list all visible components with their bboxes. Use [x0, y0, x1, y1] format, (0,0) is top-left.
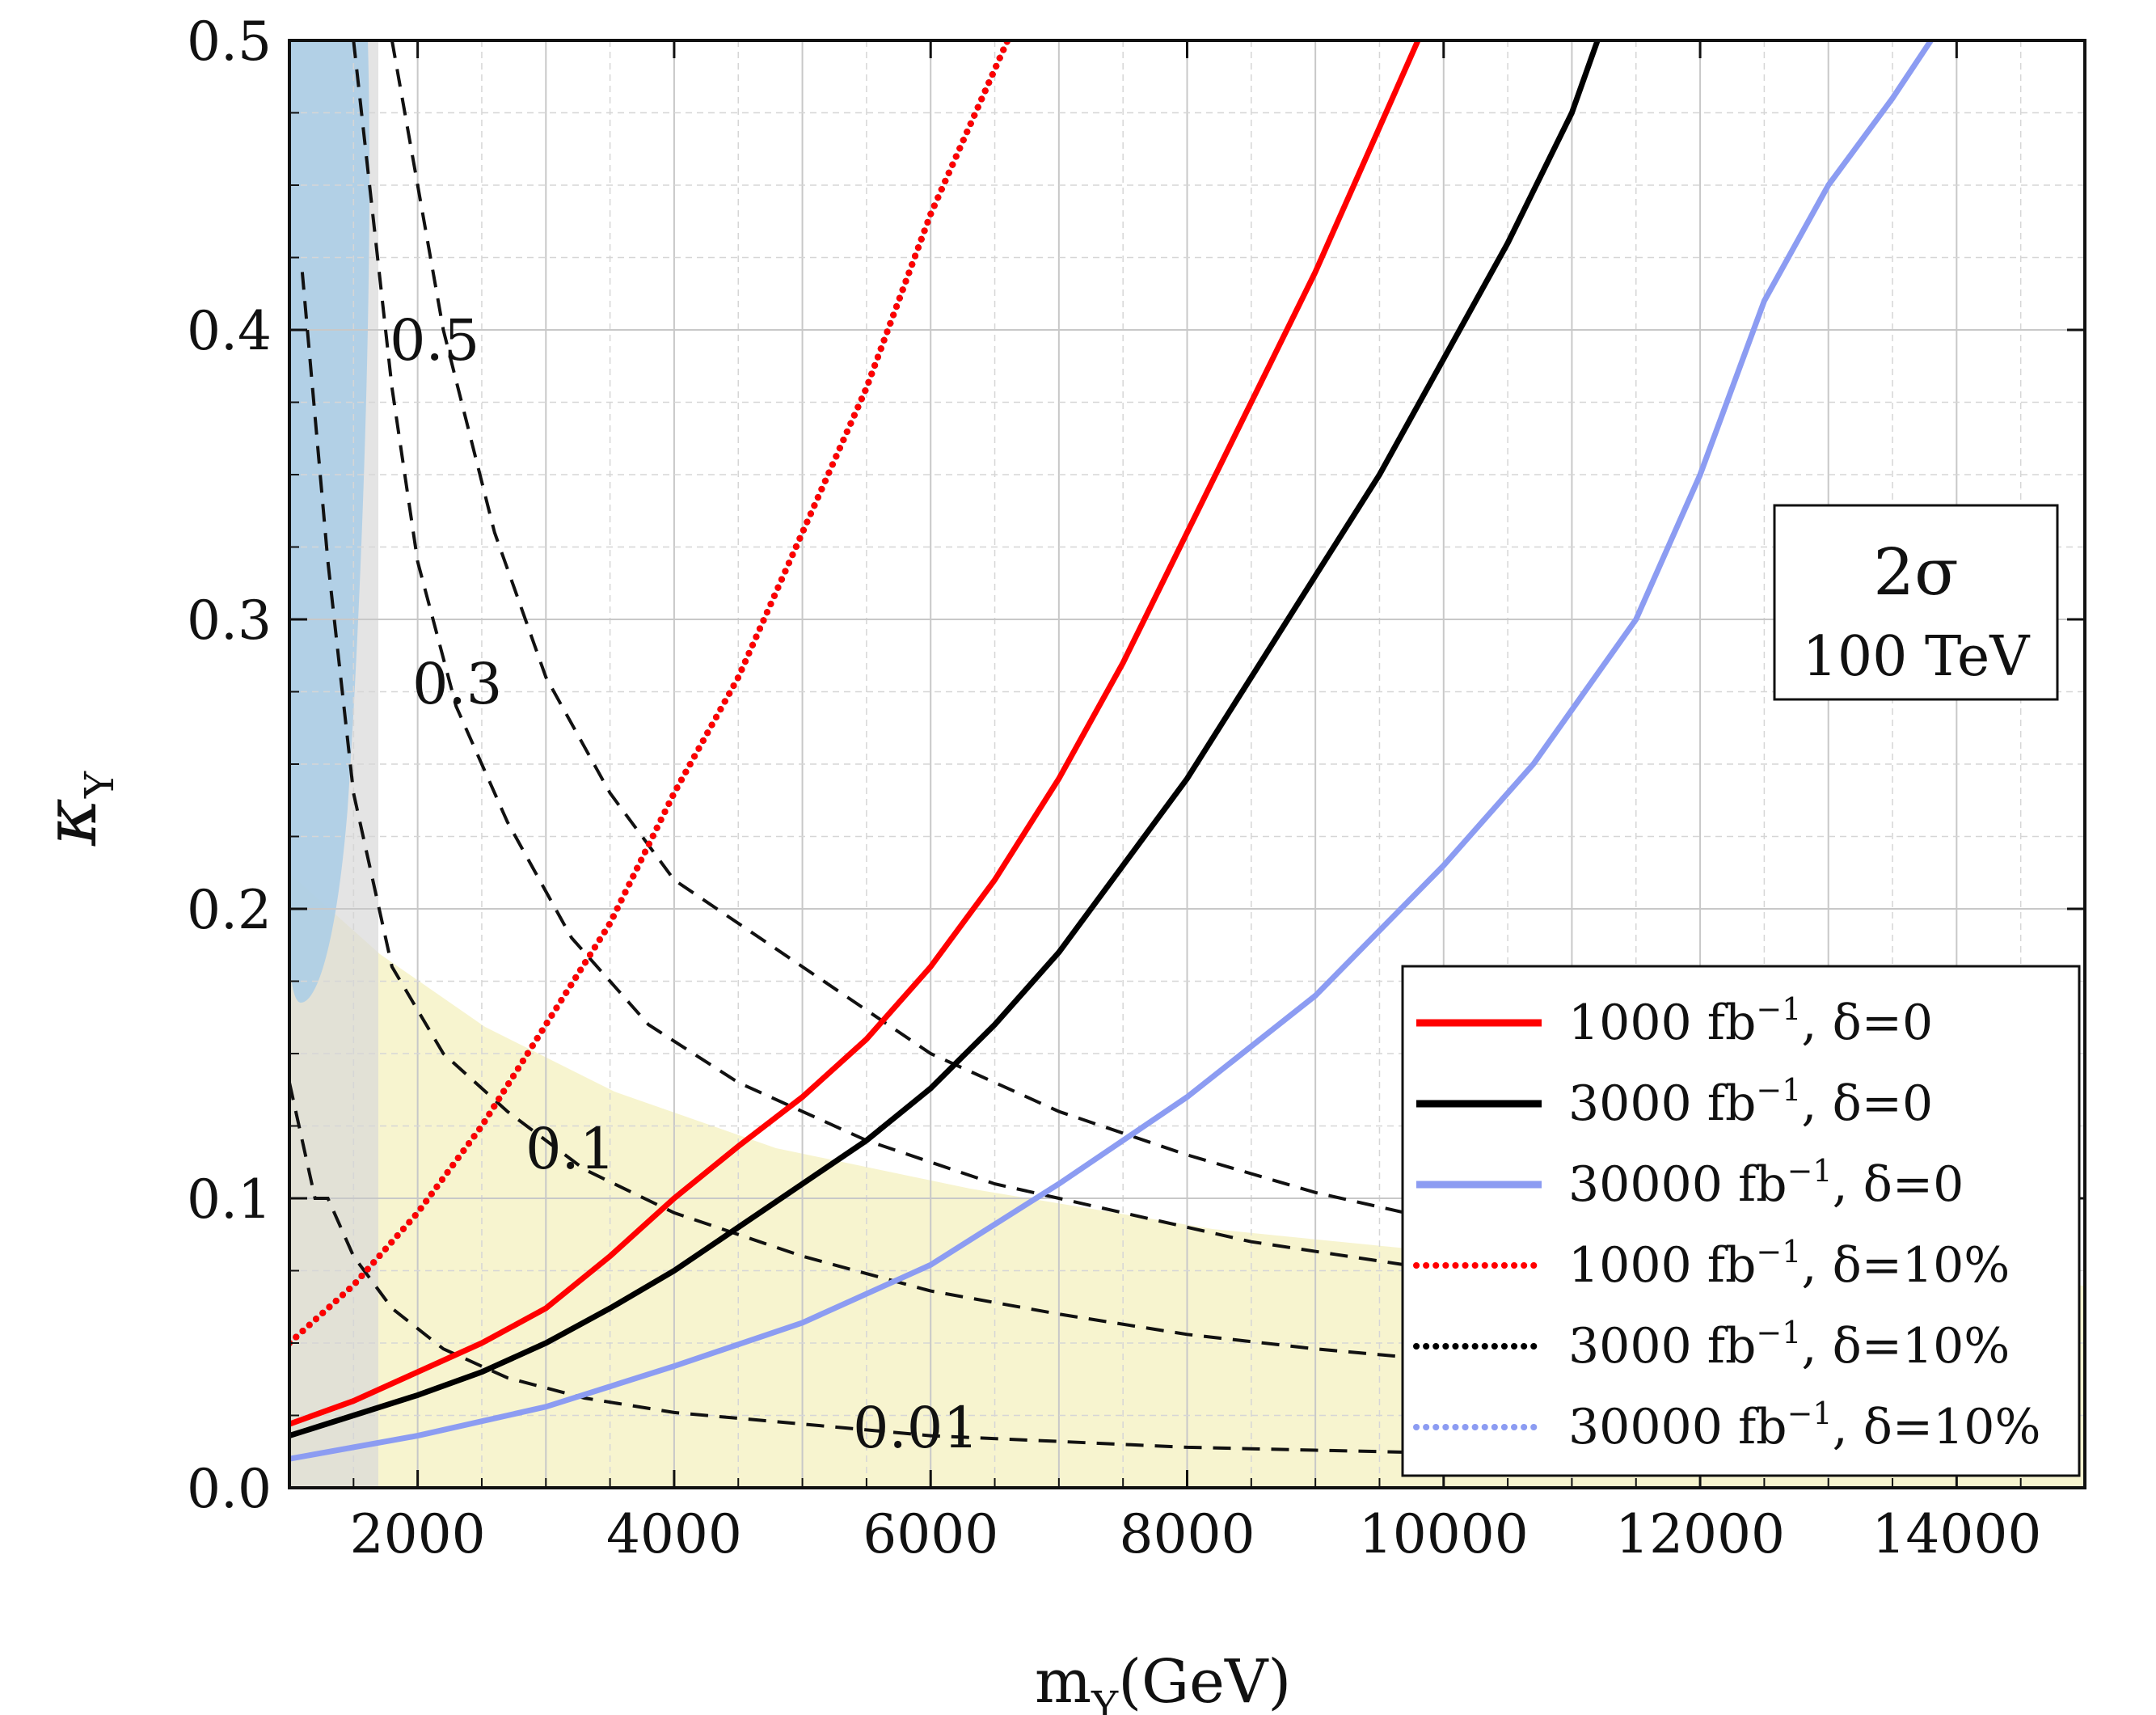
series-lines — [289, 40, 1934, 1462]
annotation-energy: 100 TeV — [1803, 625, 2032, 689]
y-tick-label: 0.4 — [187, 300, 272, 362]
contour-line-0.3 — [352, 40, 1572, 1287]
contour-label-0.5: 0.5 — [390, 307, 479, 374]
x-tick-label: 4000 — [606, 1503, 742, 1565]
x-tick-label: 2000 — [350, 1503, 486, 1565]
grid — [289, 40, 2085, 1488]
series-line-1 — [289, 40, 1601, 1438]
x-tick-label: 8000 — [1120, 1503, 1255, 1565]
contour-label-0.01: 0.01 — [853, 1395, 979, 1461]
contour-line-0.01 — [289, 1082, 1572, 1455]
annotation-sigma: 2σ — [1873, 534, 1959, 610]
legend-label-0: 1000 fb−1, δ=0 — [1568, 991, 1933, 1051]
x-tick-label: 10000 — [1359, 1503, 1529, 1565]
contour-lines — [289, 40, 1572, 1455]
y-tick-label: 0.5 — [187, 11, 272, 73]
x-tick-label: 6000 — [863, 1503, 998, 1565]
y-axis-title: κY — [28, 771, 123, 847]
x-tick-label: 14000 — [1871, 1503, 2041, 1565]
contour-label-0.1: 0.1 — [525, 1116, 615, 1182]
y-tick-label: 0.1 — [187, 1168, 272, 1231]
legend-label-1: 3000 fb−1, δ=0 — [1568, 1072, 1933, 1132]
excluded-region-blue — [289, 40, 370, 1003]
legend: 1000 fb−1, δ=0 3000 fb−1, δ=0 30000 fb−1, … — [1401, 965, 2081, 1477]
series-line-0 — [289, 40, 1421, 1427]
legend-label-3: 1000 fb−1, δ=10% — [1568, 1234, 2010, 1294]
contour-label-0.3: 0.3 — [412, 651, 502, 717]
y-tick-label: 0.0 — [187, 1458, 272, 1520]
y-tick-label: 0.2 — [187, 879, 272, 941]
legend-label-4: 3000 fb−1, δ=10% — [1568, 1315, 2010, 1375]
x-tick-label: 12000 — [1615, 1503, 1785, 1565]
series-line-3 — [289, 40, 1011, 1346]
legend-label-2: 30000 fb−1, δ=0 — [1568, 1153, 1964, 1213]
contour-line-0.1 — [300, 272, 1572, 1374]
contour-line-0.5 — [390, 40, 1572, 1244]
legend-frame — [1401, 965, 2081, 1477]
x-axis-title: mY(GeV) — [1035, 1647, 1291, 1715]
series-line-2 — [289, 40, 1934, 1462]
axis-ticks: 2000 4000 6000 8000 10000 12000 14000 0.0 0.1 0.2… — [187, 11, 2086, 1565]
annotation-box: 2σ 100 TeV — [1773, 504, 2059, 701]
y-tick-label: 0.3 — [187, 589, 272, 652]
legend-label-5: 30000 fb−1, δ=10% — [1568, 1396, 2041, 1455]
